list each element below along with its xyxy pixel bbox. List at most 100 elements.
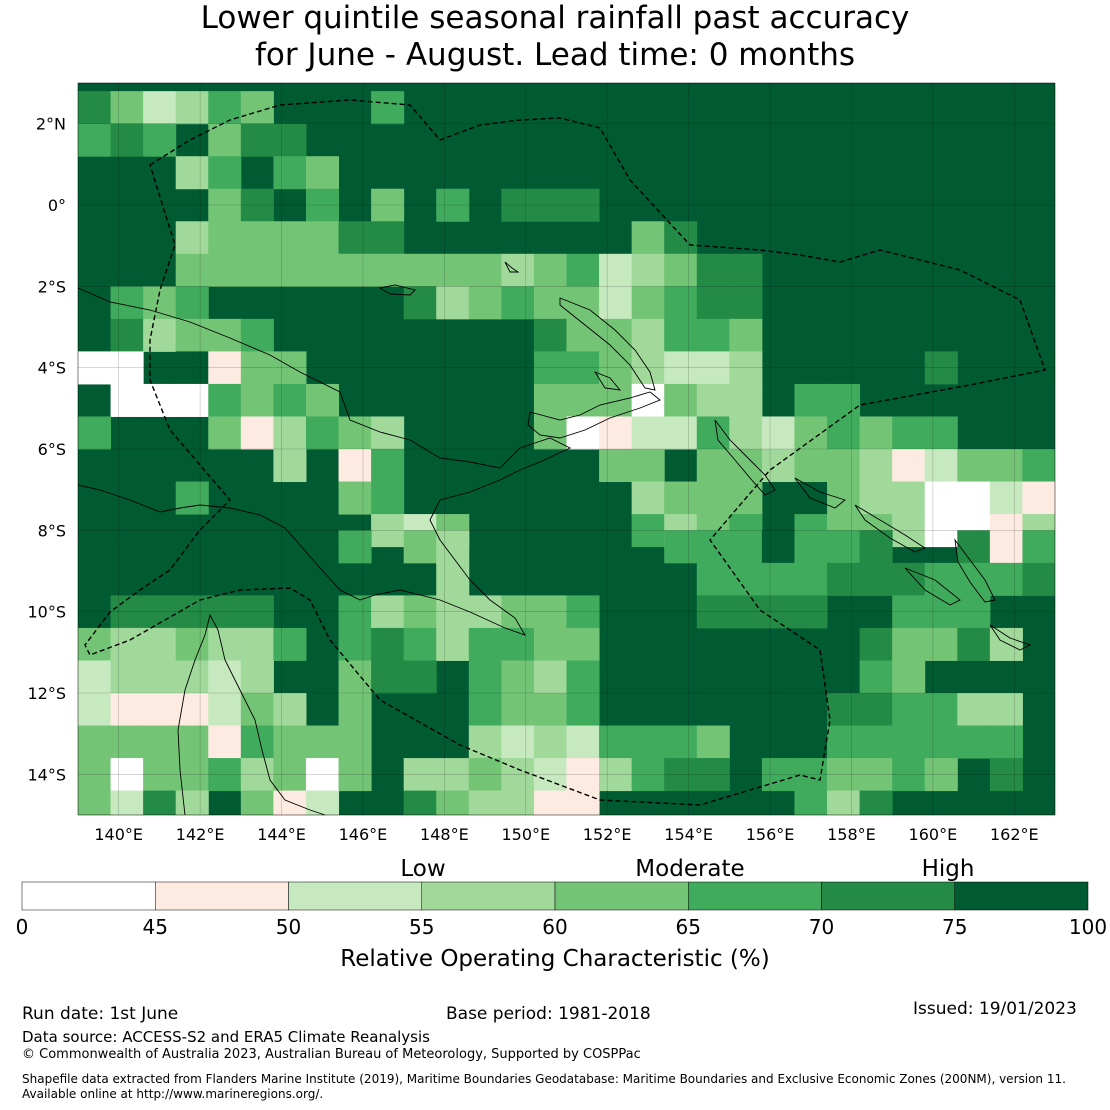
grid-cell [924, 595, 958, 629]
grid-cell [273, 790, 307, 815]
grid-cell [1022, 449, 1055, 483]
grid-cell [533, 790, 567, 815]
grid-cell [696, 562, 730, 596]
map-grid-cells [78, 83, 1055, 815]
grid-cell [631, 253, 665, 287]
grid-cell [273, 725, 307, 759]
grid-cell [338, 481, 372, 515]
grid-cell [566, 416, 600, 450]
grid-cell [696, 725, 730, 759]
legend-tick-label: 75 [942, 915, 967, 939]
grid-cell [859, 790, 893, 815]
grid-cell [1022, 562, 1055, 596]
grid-cell [78, 725, 112, 759]
grid-cell [533, 758, 567, 792]
grid-cell [436, 188, 470, 222]
grid-cell [371, 253, 405, 287]
grid-cell [110, 660, 144, 694]
lat-tick-label: 4°S [38, 359, 66, 378]
grid-cell [924, 627, 958, 661]
grid-cell [305, 156, 340, 190]
legend-swatch [155, 881, 289, 911]
grid-cell [175, 286, 209, 320]
grid-cell [273, 416, 307, 450]
grid-cell [110, 693, 144, 727]
grid-cell [273, 693, 307, 727]
grid-cell [208, 351, 242, 385]
legend-tick-label: 0 [16, 915, 29, 939]
grid-cell [924, 449, 958, 483]
grid-cell [436, 758, 470, 792]
grid-cell [110, 595, 144, 629]
grid-cell [208, 660, 242, 694]
grid-cell [729, 351, 763, 385]
grid-cell [240, 123, 274, 157]
grid-cell [501, 725, 535, 759]
legend-tick-label: 70 [809, 915, 834, 939]
grid-cell [957, 595, 991, 629]
legend-category-label: Low [400, 856, 445, 882]
grid-cell [78, 660, 112, 694]
grid-cell [827, 449, 861, 483]
grid-cell [989, 481, 1023, 515]
grid-cell [664, 383, 698, 417]
grid-cell [989, 693, 1023, 727]
grid-cell [664, 725, 698, 759]
grid-cell [501, 627, 535, 661]
grid-cell [729, 383, 763, 417]
coastline-islands-bismarck [504, 261, 520, 273]
grid-cell [729, 286, 763, 320]
grid-cell [273, 123, 307, 157]
grid-cell [371, 449, 405, 483]
grid-cell [599, 449, 633, 483]
coastline-manus [378, 284, 416, 296]
grid-cell [403, 627, 437, 661]
grid-cell [240, 595, 274, 629]
grid-cell [729, 595, 763, 629]
lon-tick-label: 152°E [583, 825, 632, 844]
grid-cell [110, 123, 144, 157]
copyright: © Commonwealth of Australia 2023, Austra… [22, 1047, 641, 1062]
grid-cell [696, 286, 730, 320]
grid-cell [338, 758, 372, 792]
grid-cell [566, 253, 600, 287]
grid-cell [859, 627, 893, 661]
grid-cell [664, 758, 698, 792]
map-axes: 2°N 0° 2°S 4°S 6°S 8°S 10°S 12°S 14°S 140°E 142°E 1… [27, 82, 1056, 844]
grid-cell [143, 123, 177, 157]
legend-swatch [288, 881, 422, 911]
legend-swatch [21, 881, 156, 911]
grid-cell [761, 530, 795, 564]
grid-cell [696, 758, 730, 792]
grid-cell [631, 481, 665, 515]
grid-cell [892, 481, 926, 515]
grid-cell [110, 758, 144, 792]
grid-cell [175, 253, 209, 287]
grid-cell [273, 221, 307, 255]
grid-cell [436, 530, 470, 564]
grid-cell [892, 660, 926, 694]
grid-cell [78, 91, 112, 125]
grid-cell [403, 253, 437, 287]
grid-cell [566, 188, 600, 222]
lon-tick-label: 146°E [339, 825, 388, 844]
grid-cell [859, 660, 893, 694]
grid-cell [208, 758, 242, 792]
grid-cell [924, 514, 958, 548]
grid-cell [273, 627, 307, 661]
grid-cell [664, 221, 698, 255]
grid-cell [761, 595, 795, 629]
lat-tick-label: 8°S [38, 521, 66, 540]
coastline-solomons-4 [904, 567, 961, 606]
coastline-solomons-3 [954, 538, 996, 603]
coastlines [78, 261, 1032, 815]
grid-cell [859, 449, 893, 483]
grid-cell [989, 758, 1023, 792]
grid-cell [436, 253, 470, 287]
lon-tick-label: 162°E [990, 825, 1039, 844]
grid-cell [794, 416, 828, 450]
grid-cell [794, 595, 828, 629]
grid-cell [208, 123, 242, 157]
map-frame [77, 82, 1056, 816]
